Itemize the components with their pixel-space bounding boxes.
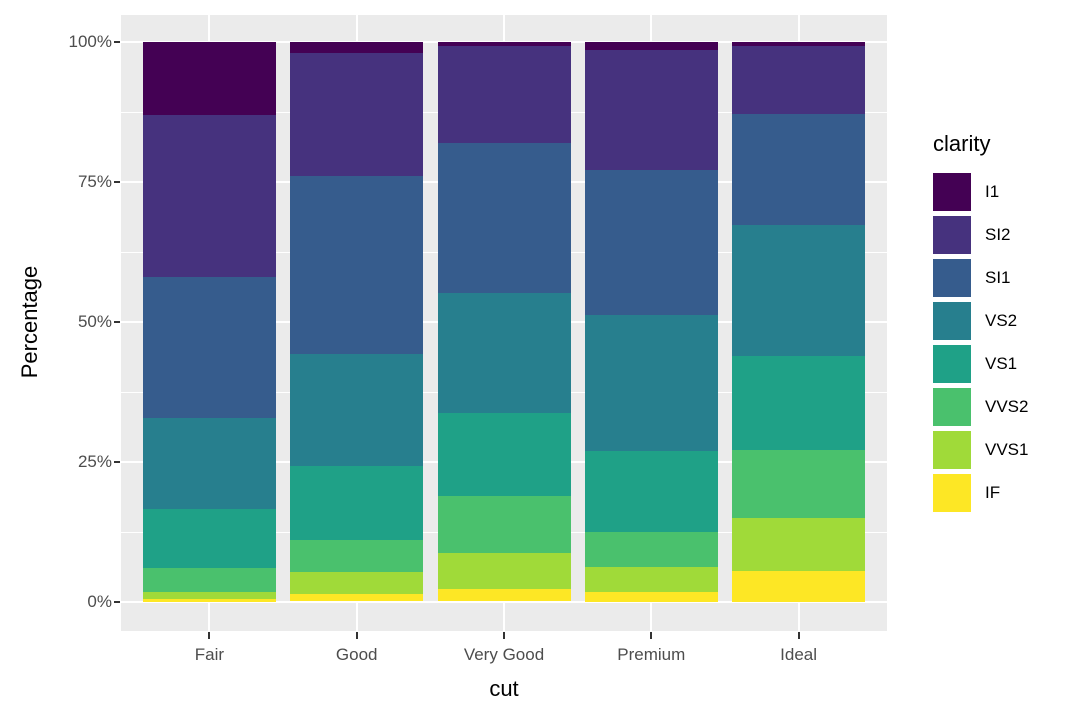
bar-segment-VVS1-fair — [142, 592, 276, 599]
legend-label-I1: I1 — [985, 182, 1000, 201]
legend-label-VS2: VS2 — [985, 311, 1018, 330]
legend-swatch-I1 — [933, 173, 971, 211]
bar-segment-IF-very-good — [437, 589, 571, 602]
bar-segment-IF-fair — [142, 598, 276, 602]
x-tick-label-good: Good — [335, 645, 378, 664]
bar-segment-VS1-ideal — [732, 356, 866, 450]
bar-segment-VS1-very-good — [437, 413, 571, 496]
x-axis-title: cut — [489, 676, 519, 701]
y-tick-label: 50% — [77, 312, 112, 331]
bar-segment-SI1-ideal — [732, 113, 866, 225]
x-tick-mark — [650, 632, 653, 639]
y-tick-mark — [114, 181, 120, 183]
x-tick-mark — [208, 632, 211, 639]
y-tick-mark — [114, 461, 120, 463]
legend: clarity I1 SI2 SI1 VS2 VS1 VVS2 VVS1 IF — [933, 131, 1028, 517]
legend-swatch-VVS2 — [933, 388, 971, 426]
bar-segment-VVS1-premium — [584, 567, 718, 593]
legend-item-VVS2: VVS2 — [933, 388, 1028, 426]
legend-item-I1: I1 — [933, 173, 1028, 211]
bar-segment-I1-good — [290, 42, 424, 54]
bar-segment-SI2-good — [290, 53, 424, 177]
bar-segment-VS2-very-good — [437, 293, 571, 414]
x-tick-label-ideal: Ideal — [780, 645, 818, 664]
legend-items: I1 SI2 SI1 VS2 VS1 VVS2 VVS1 IF — [933, 173, 1028, 512]
legend-item-VVS1: VVS1 — [933, 431, 1028, 469]
bar-segment-VVS2-premium — [584, 531, 718, 568]
x-tick-mark — [797, 632, 800, 639]
stacked-bar-ideal — [732, 42, 866, 602]
legend-label-VVS2: VVS2 — [985, 397, 1029, 416]
legend-item-VS2: VS2 — [933, 302, 1028, 340]
legend-swatch-IF — [933, 474, 971, 512]
legend-swatch-SI1 — [933, 259, 971, 297]
bar-segment-IF-ideal — [732, 570, 866, 602]
legend-item-SI2: SI2 — [933, 216, 1028, 254]
y-axis-title: Percentage — [17, 265, 42, 379]
bar-segment-VS2-fair — [142, 418, 276, 510]
bar-segment-VVS1-very-good — [437, 552, 571, 590]
bar-segment-SI2-very-good — [437, 45, 571, 144]
bar-segment-I1-fair — [142, 42, 276, 115]
stacked-bar-good — [290, 42, 424, 602]
bar-segment-VS2-premium — [584, 315, 718, 452]
y-tick-mark — [114, 601, 120, 603]
bar-segment-SI2-premium — [584, 50, 718, 171]
bar-segment-VVS1-good — [290, 572, 424, 594]
stacked-bar-fair — [142, 42, 276, 602]
bar-segment-IF-good — [290, 593, 424, 602]
legend-title: clarity — [933, 131, 991, 156]
legend-swatch-VS2 — [933, 302, 971, 340]
x-tick-mark — [503, 632, 505, 639]
bar-segment-VVS2-very-good — [437, 495, 571, 553]
bar-segment-VVS1-ideal — [732, 517, 866, 571]
legend-label-VS1: VS1 — [985, 354, 1018, 373]
x-tick-label-fair: Fair — [194, 645, 225, 664]
bar-segment-I1-very-good — [437, 42, 571, 46]
y-tick-label: 25% — [77, 452, 112, 471]
legend-label-VVS1: VVS1 — [985, 440, 1029, 459]
legend-item-VS1: VS1 — [933, 345, 1028, 383]
y-tick-mark — [114, 41, 120, 43]
bar-segment-IF-premium — [584, 592, 718, 602]
bar-segment-VS1-good — [290, 465, 424, 540]
bar-segment-SI1-premium — [584, 170, 718, 316]
legend-swatch-VVS1 — [933, 431, 971, 469]
legend-label-SI1: SI1 — [985, 268, 1011, 287]
y-tick-label: 100% — [68, 32, 112, 51]
legend-label-IF: IF — [985, 483, 1001, 502]
bar-segment-VVS2-good — [290, 539, 424, 573]
stacked-bar-very-good — [437, 42, 571, 602]
bar-segment-I1-ideal — [732, 42, 866, 46]
bar-segment-SI1-fair — [142, 276, 276, 419]
legend-label-SI2: SI2 — [985, 225, 1011, 244]
x-tick-mark — [355, 632, 358, 639]
x-tick-label-very-good: Very Good — [463, 645, 545, 664]
legend-swatch-SI2 — [933, 216, 971, 254]
y-tick-mark — [114, 321, 120, 323]
bar-segment-VS2-ideal — [732, 224, 866, 357]
legend-item-SI1: SI1 — [933, 259, 1028, 297]
bar-segment-VVS2-ideal — [732, 449, 866, 518]
bar-segment-SI1-very-good — [437, 143, 571, 294]
bar-segment-VVS2-fair — [142, 568, 276, 593]
bar-segment-VS2-good — [290, 354, 424, 466]
bar-segment-SI2-fair — [142, 114, 276, 277]
bar-segment-SI1-good — [290, 176, 424, 355]
bar-segment-SI2-ideal — [732, 45, 866, 114]
bar-segment-VS1-premium — [584, 451, 718, 532]
legend-swatch-VS1 — [933, 345, 971, 383]
x-tick-label-premium: Premium — [617, 645, 686, 664]
bar-segment-I1-premium — [584, 42, 718, 51]
y-tick-label: 0% — [87, 592, 112, 611]
bar-segment-VS1-fair — [142, 509, 276, 569]
y-tick-label: 75% — [77, 172, 112, 191]
stacked-bar-premium — [584, 42, 718, 602]
legend-item-IF: IF — [933, 474, 1028, 512]
